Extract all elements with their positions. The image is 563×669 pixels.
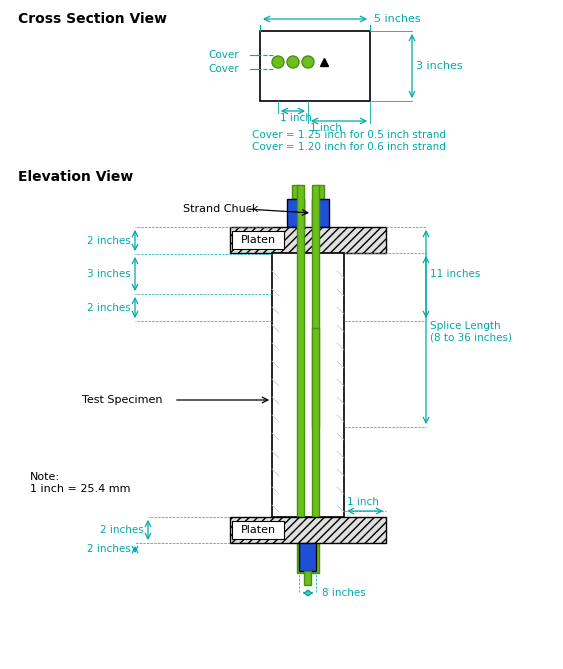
Text: Cover: Cover	[208, 50, 239, 60]
Text: Cover: Cover	[208, 64, 239, 74]
Text: 2 inches: 2 inches	[100, 525, 144, 535]
Circle shape	[302, 56, 314, 68]
Text: Test Specimen: Test Specimen	[82, 395, 163, 405]
Text: 1 inch: 1 inch	[280, 113, 312, 123]
Text: 1 inch = 25.4 mm: 1 inch = 25.4 mm	[30, 484, 131, 494]
Text: 1 inch: 1 inch	[310, 123, 342, 133]
Bar	[232, 231, 284, 249]
Bar	[287, 199, 304, 227]
Text: 11 inches: 11 inches	[430, 269, 480, 279]
Text: Cross Section View: Cross Section View	[18, 12, 167, 26]
Text: 1 inch: 1 inch	[347, 497, 379, 507]
Bar	[230, 227, 386, 253]
Bar	[260, 31, 370, 101]
Text: 2 inches: 2 inches	[87, 235, 131, 246]
Bar	[230, 517, 386, 543]
Text: Platen: Platen	[240, 525, 275, 535]
Bar	[300, 543, 316, 571]
Text: Cover = 1.25 inch for 0.5 inch strand: Cover = 1.25 inch for 0.5 inch strand	[252, 130, 446, 140]
Bar	[305, 571, 311, 585]
Bar	[312, 328, 319, 573]
Text: 3 inches: 3 inches	[87, 269, 131, 279]
Bar	[272, 253, 344, 517]
Text: 3 inches: 3 inches	[416, 61, 463, 71]
Bar	[292, 185, 299, 199]
Bar	[232, 521, 284, 539]
Text: Platen: Platen	[240, 235, 275, 245]
Circle shape	[272, 56, 284, 68]
Text: Splice Length
(8 to 36 inches): Splice Length (8 to 36 inches)	[430, 321, 512, 343]
Text: 2 inches: 2 inches	[87, 302, 131, 312]
Text: 8 inches: 8 inches	[323, 588, 367, 598]
Circle shape	[287, 56, 299, 68]
Bar	[317, 185, 324, 199]
Bar	[297, 185, 304, 573]
Text: Elevation View: Elevation View	[18, 170, 133, 184]
Text: Strand Chuck: Strand Chuck	[183, 204, 258, 214]
Text: Cover = 1.20 inch for 0.6 inch strand: Cover = 1.20 inch for 0.6 inch strand	[252, 142, 446, 152]
Bar	[312, 199, 329, 227]
Text: 2 inches: 2 inches	[87, 545, 131, 555]
Text: 5 inches: 5 inches	[374, 14, 421, 24]
Text: Note:: Note:	[30, 472, 60, 482]
Bar	[312, 185, 319, 427]
